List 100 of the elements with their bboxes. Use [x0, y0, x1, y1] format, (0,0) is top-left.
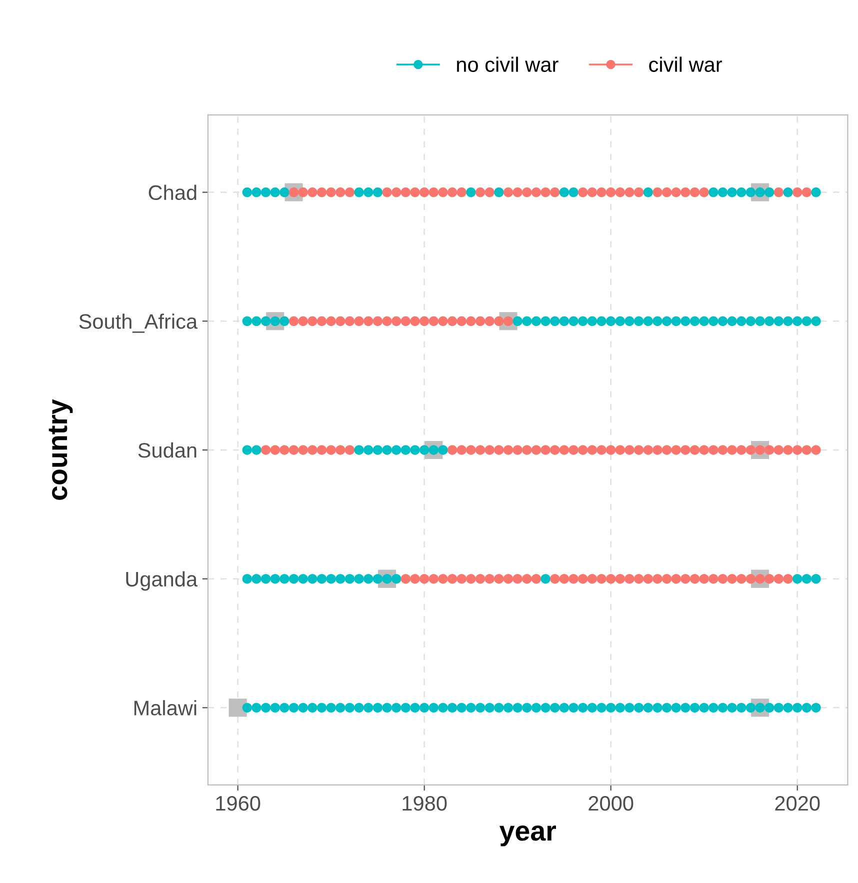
- point: [438, 187, 448, 198]
- point: [587, 187, 598, 198]
- point: [596, 445, 606, 455]
- point: [484, 574, 494, 584]
- point: [802, 316, 812, 326]
- point: [774, 445, 784, 455]
- y-tick-label: Chad: [148, 184, 196, 200]
- point: [708, 702, 718, 713]
- point: [447, 316, 458, 326]
- point: [298, 187, 308, 198]
- point: [316, 187, 327, 198]
- point: [466, 316, 476, 326]
- point: [252, 316, 262, 326]
- point: [354, 574, 364, 584]
- point: [280, 574, 290, 584]
- point: [624, 574, 634, 584]
- point: [764, 187, 774, 198]
- point: [400, 187, 411, 198]
- point: [559, 702, 570, 713]
- point: [466, 445, 476, 455]
- point: [774, 187, 784, 198]
- point: [727, 702, 737, 713]
- point: [764, 316, 774, 326]
- point: [428, 187, 439, 198]
- point: [727, 316, 737, 326]
- point: [671, 574, 681, 584]
- point: [652, 187, 662, 198]
- point: [288, 445, 299, 455]
- point: [727, 187, 737, 198]
- point: [774, 574, 784, 584]
- point: [578, 445, 588, 455]
- point: [559, 316, 570, 326]
- y-tick-label: South_Africa: [79, 314, 198, 333]
- point: [680, 574, 690, 584]
- point: [540, 574, 550, 584]
- point: [811, 702, 821, 713]
- x-tick-label: 2020: [775, 796, 820, 811]
- point: [438, 574, 448, 584]
- point: [596, 187, 606, 198]
- point: [252, 702, 262, 713]
- point: [540, 702, 550, 713]
- point: [624, 445, 634, 455]
- point: [587, 574, 598, 584]
- point: [680, 187, 690, 198]
- point: [344, 445, 355, 455]
- point: [512, 574, 522, 584]
- point: [652, 574, 662, 584]
- y-tick-label: Uganda: [126, 571, 198, 591]
- point: [811, 187, 821, 198]
- point: [382, 702, 392, 713]
- point: [308, 316, 318, 326]
- point: [736, 187, 746, 198]
- point: [615, 187, 626, 198]
- point: [578, 187, 588, 198]
- point: [699, 574, 709, 584]
- point: [447, 187, 458, 198]
- point: [783, 316, 793, 326]
- point: [643, 702, 653, 713]
- x-tick-label: 2000: [588, 796, 634, 811]
- point: [364, 702, 374, 713]
- point: [662, 187, 672, 198]
- point: [260, 187, 271, 198]
- point: [260, 316, 271, 326]
- point: [242, 574, 252, 584]
- point: [308, 445, 318, 455]
- point: [298, 445, 308, 455]
- point: [690, 187, 700, 198]
- point: [260, 702, 271, 713]
- point: [326, 187, 336, 198]
- point: [344, 187, 355, 198]
- point: [746, 187, 756, 198]
- point: [568, 316, 578, 326]
- point: [344, 316, 355, 326]
- point: [391, 445, 402, 455]
- legend-label: no civil war: [457, 56, 558, 72]
- point: [559, 187, 570, 198]
- point: [811, 316, 821, 326]
- point: [428, 574, 439, 584]
- point: [643, 187, 653, 198]
- point: [316, 316, 327, 326]
- point: [671, 187, 681, 198]
- point: [372, 702, 383, 713]
- point: [662, 574, 672, 584]
- point: [475, 316, 486, 326]
- point: [260, 574, 271, 584]
- y-tick-label: Malawi: [134, 700, 196, 716]
- point: [242, 316, 252, 326]
- point: [288, 316, 299, 326]
- point: [494, 316, 504, 326]
- point: [699, 445, 709, 455]
- point: [783, 187, 793, 198]
- point: [587, 445, 598, 455]
- point: [410, 316, 420, 326]
- point: [364, 445, 374, 455]
- point: [326, 445, 336, 455]
- point: [410, 574, 420, 584]
- point: [802, 574, 812, 584]
- point: [690, 445, 700, 455]
- point: [699, 187, 709, 198]
- point: [503, 445, 514, 455]
